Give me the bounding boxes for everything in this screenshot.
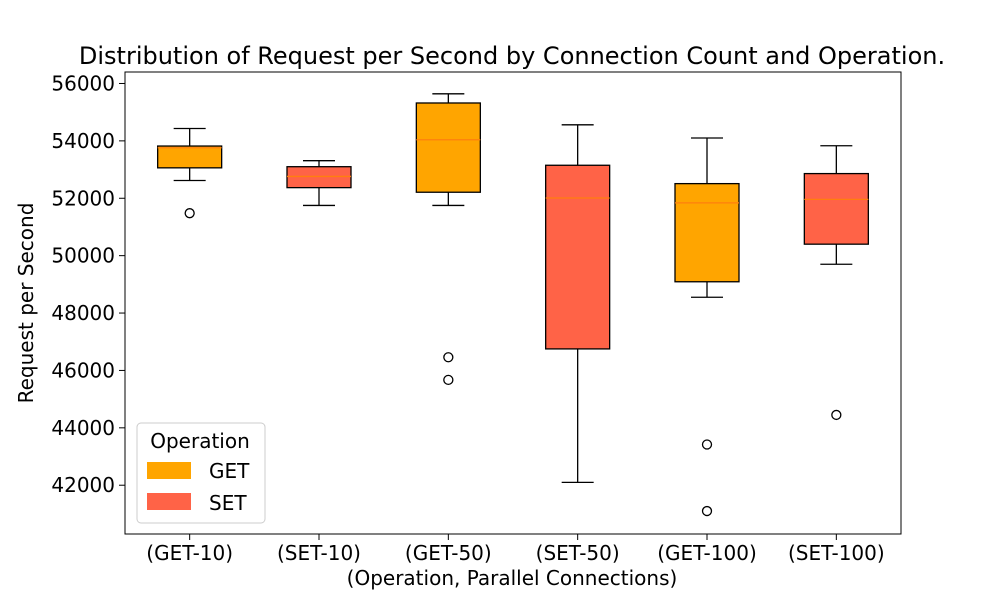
box-iqr: [803, 172, 869, 245]
y-axis: 42000 44000 46000 48000 50000 52000 54000 56000: [51, 71, 125, 497]
box-group: [803, 145, 869, 421]
x-tick-label: (GET-10): [146, 541, 233, 565]
box-iqr: [157, 145, 223, 169]
y-tick-label: 46000: [51, 358, 115, 382]
legend: Operation GET SET: [136, 422, 266, 524]
legend-swatch-get: [147, 462, 191, 479]
y-tick-label: 48000: [51, 301, 115, 325]
x-tick-label: (GET-50): [405, 541, 492, 565]
y-tick-label: 54000: [51, 129, 115, 153]
y-tick-label: 42000: [51, 473, 115, 497]
box-series: [157, 93, 869, 517]
y-axis-label: Request per Second: [14, 203, 38, 404]
box-iqr: [415, 102, 481, 193]
legend-label-get: GET: [209, 459, 250, 483]
y-tick-label: 50000: [51, 244, 115, 268]
box-iqr: [674, 182, 740, 283]
box-iqr: [545, 164, 611, 350]
legend-title: Operation: [150, 429, 250, 453]
box-group: [674, 137, 740, 517]
x-tick-label: (SET-50): [536, 541, 620, 565]
legend-label-set: SET: [209, 491, 247, 515]
y-tick-label: 52000: [51, 186, 115, 210]
box-group: [157, 127, 223, 219]
legend-swatch-set: [147, 493, 191, 510]
chart-title: Distribution of Request per Second by Co…: [79, 42, 945, 70]
outlier-point: [184, 208, 195, 219]
outlier-point: [701, 439, 713, 450]
plot-area-frame: [124, 71, 902, 535]
y-tick-label: 56000: [51, 71, 115, 95]
x-tick-label: (SET-100): [788, 541, 885, 565]
box-iqr: [286, 166, 352, 189]
box-group: [286, 160, 352, 207]
outlier-point: [701, 505, 713, 517]
outlier-point: [443, 374, 454, 386]
box-group: [545, 124, 611, 483]
outlier-point: [831, 409, 842, 421]
x-tick-label: (SET-10): [277, 541, 361, 565]
box-group: [415, 93, 481, 386]
x-tick-label: (GET-100): [657, 541, 757, 565]
x-axis-label: (Operation, Parallel Connections): [347, 566, 678, 590]
y-tick-label: 44000: [51, 416, 115, 440]
outlier-point: [443, 352, 454, 363]
x-axis: (GET-10) (SET-10) (GET-50) (SET-50) (GET-100…: [146, 534, 885, 565]
